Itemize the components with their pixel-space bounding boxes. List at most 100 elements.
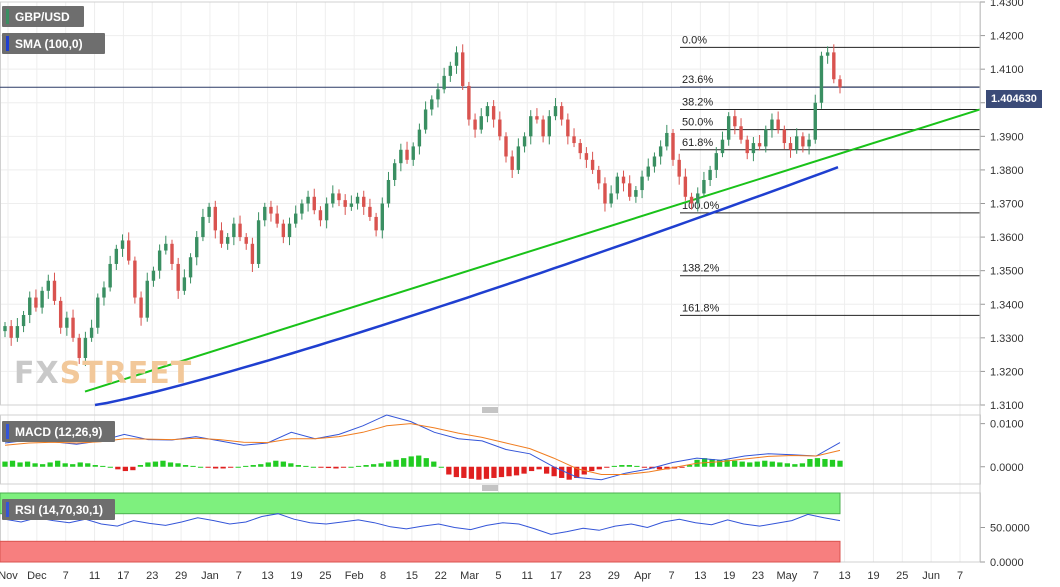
fib-label: 0.0%	[682, 34, 707, 46]
macd-hist-bar	[70, 464, 76, 467]
candle-body	[232, 223, 236, 238]
candle-body	[578, 143, 582, 154]
candle-body	[417, 129, 422, 147]
candle-body	[733, 116, 737, 127]
candle-body	[151, 270, 156, 281]
sma-legend[interactable]: SMA (100,0)	[2, 33, 105, 54]
candle-body	[491, 106, 496, 120]
candle-body	[584, 153, 589, 160]
x-tick-label: 22	[435, 570, 447, 582]
x-tick-label: Jun	[922, 570, 940, 582]
macd-hist-bar	[453, 466, 459, 478]
y-tick-label: 1.3500	[990, 266, 1024, 278]
candle-body	[689, 196, 694, 204]
macd-hist-bar	[754, 461, 760, 467]
x-tick-label: 17	[550, 570, 562, 582]
candle-body	[331, 193, 335, 204]
candle-body	[318, 210, 323, 221]
candle-body	[448, 65, 453, 76]
candle-body	[479, 116, 483, 130]
macd-hist-bar	[182, 465, 189, 467]
y-tick-label: 1.3600	[990, 232, 1024, 244]
y-tick-label: 1.4200	[990, 31, 1024, 43]
candle-body	[541, 119, 545, 137]
candle-body	[640, 176, 644, 191]
macd-hist-bar	[386, 461, 392, 467]
macd-legend[interactable]: MACD (12,26,9)	[2, 421, 115, 442]
macd-hist-bar	[611, 465, 617, 467]
macd-hist-bar	[333, 466, 339, 469]
macd-hist-bar	[829, 459, 836, 467]
candle-body	[628, 183, 632, 197]
macd-hist-bar	[762, 460, 768, 467]
rsi-oversold-zone	[0, 540, 841, 563]
rsi-y-label: 50.0000	[990, 523, 1030, 535]
y-axis: 1.43001.42001.41001.40001.39001.38001.37…	[979, 0, 1030, 569]
candle-body	[58, 300, 63, 328]
macd-hist-bar	[2, 461, 8, 467]
candle-body	[256, 220, 261, 264]
macd-hist-bar	[32, 463, 38, 467]
macd-hist-bar	[24, 461, 31, 467]
candle-body	[281, 223, 286, 238]
candle-body	[164, 243, 168, 251]
candle-body	[782, 129, 787, 144]
macd-hist-bar	[521, 466, 527, 474]
candle-body	[547, 116, 551, 137]
macd-hist-bar	[363, 465, 369, 467]
macd-hist-bar	[814, 458, 821, 467]
last-price-badge: 1.404630	[986, 90, 1042, 108]
macd-hist-bar	[551, 466, 557, 477]
candle-body	[349, 203, 354, 207]
candle-body	[399, 149, 403, 164]
macd-hist-bar	[303, 465, 309, 467]
macd-hist-bar	[431, 461, 437, 467]
candle-body	[40, 290, 44, 308]
candle-body	[355, 196, 360, 204]
macd-hist-bar	[228, 466, 234, 468]
candle-body	[516, 146, 521, 170]
candle-body	[368, 206, 372, 217]
candle-body	[294, 213, 298, 224]
candle-body	[337, 193, 341, 201]
candle-body	[609, 193, 613, 204]
candle-body	[720, 139, 725, 154]
candle-body	[615, 176, 620, 194]
candle-body	[757, 143, 762, 147]
y-tick-label: 1.4300	[990, 0, 1024, 9]
candle-body	[825, 52, 830, 56]
candle-body	[801, 136, 805, 147]
x-tick-label: Jan	[201, 570, 219, 582]
candle-body	[213, 206, 217, 231]
macd-hist-bar	[732, 460, 738, 467]
candle-body	[671, 132, 675, 160]
candle-body	[71, 317, 75, 338]
macd-hist-bar	[799, 463, 806, 467]
rsi-overbought-zone	[0, 492, 841, 515]
watermark: FXSTREET	[14, 356, 192, 391]
macd-hist-bar	[491, 466, 497, 478]
candle-body	[776, 119, 780, 130]
trendline	[84, 108, 981, 393]
symbol-legend[interactable]: GBP/USD	[2, 6, 84, 27]
rsi-legend[interactable]: RSI (14,70,30,1)	[2, 499, 115, 520]
x-tick-label: 13	[694, 570, 706, 582]
candle-body	[108, 263, 112, 288]
candle-body	[386, 179, 391, 204]
macd-hist-bar	[205, 466, 211, 468]
candle-body	[726, 116, 731, 140]
macd-hist-bar	[355, 465, 362, 467]
macd-hist-bar	[784, 463, 790, 467]
macd-hist-bar	[461, 466, 467, 478]
candle-body	[714, 153, 718, 170]
candle-body	[120, 240, 125, 249]
macd-hist-bar	[190, 465, 196, 467]
macd-hist-bar	[393, 459, 399, 467]
macd-hist-bar	[476, 466, 482, 480]
x-tick-label: 5	[495, 570, 501, 582]
candle-body	[764, 129, 768, 147]
candle-body	[838, 79, 842, 88]
macd-hist-bar	[295, 465, 302, 467]
